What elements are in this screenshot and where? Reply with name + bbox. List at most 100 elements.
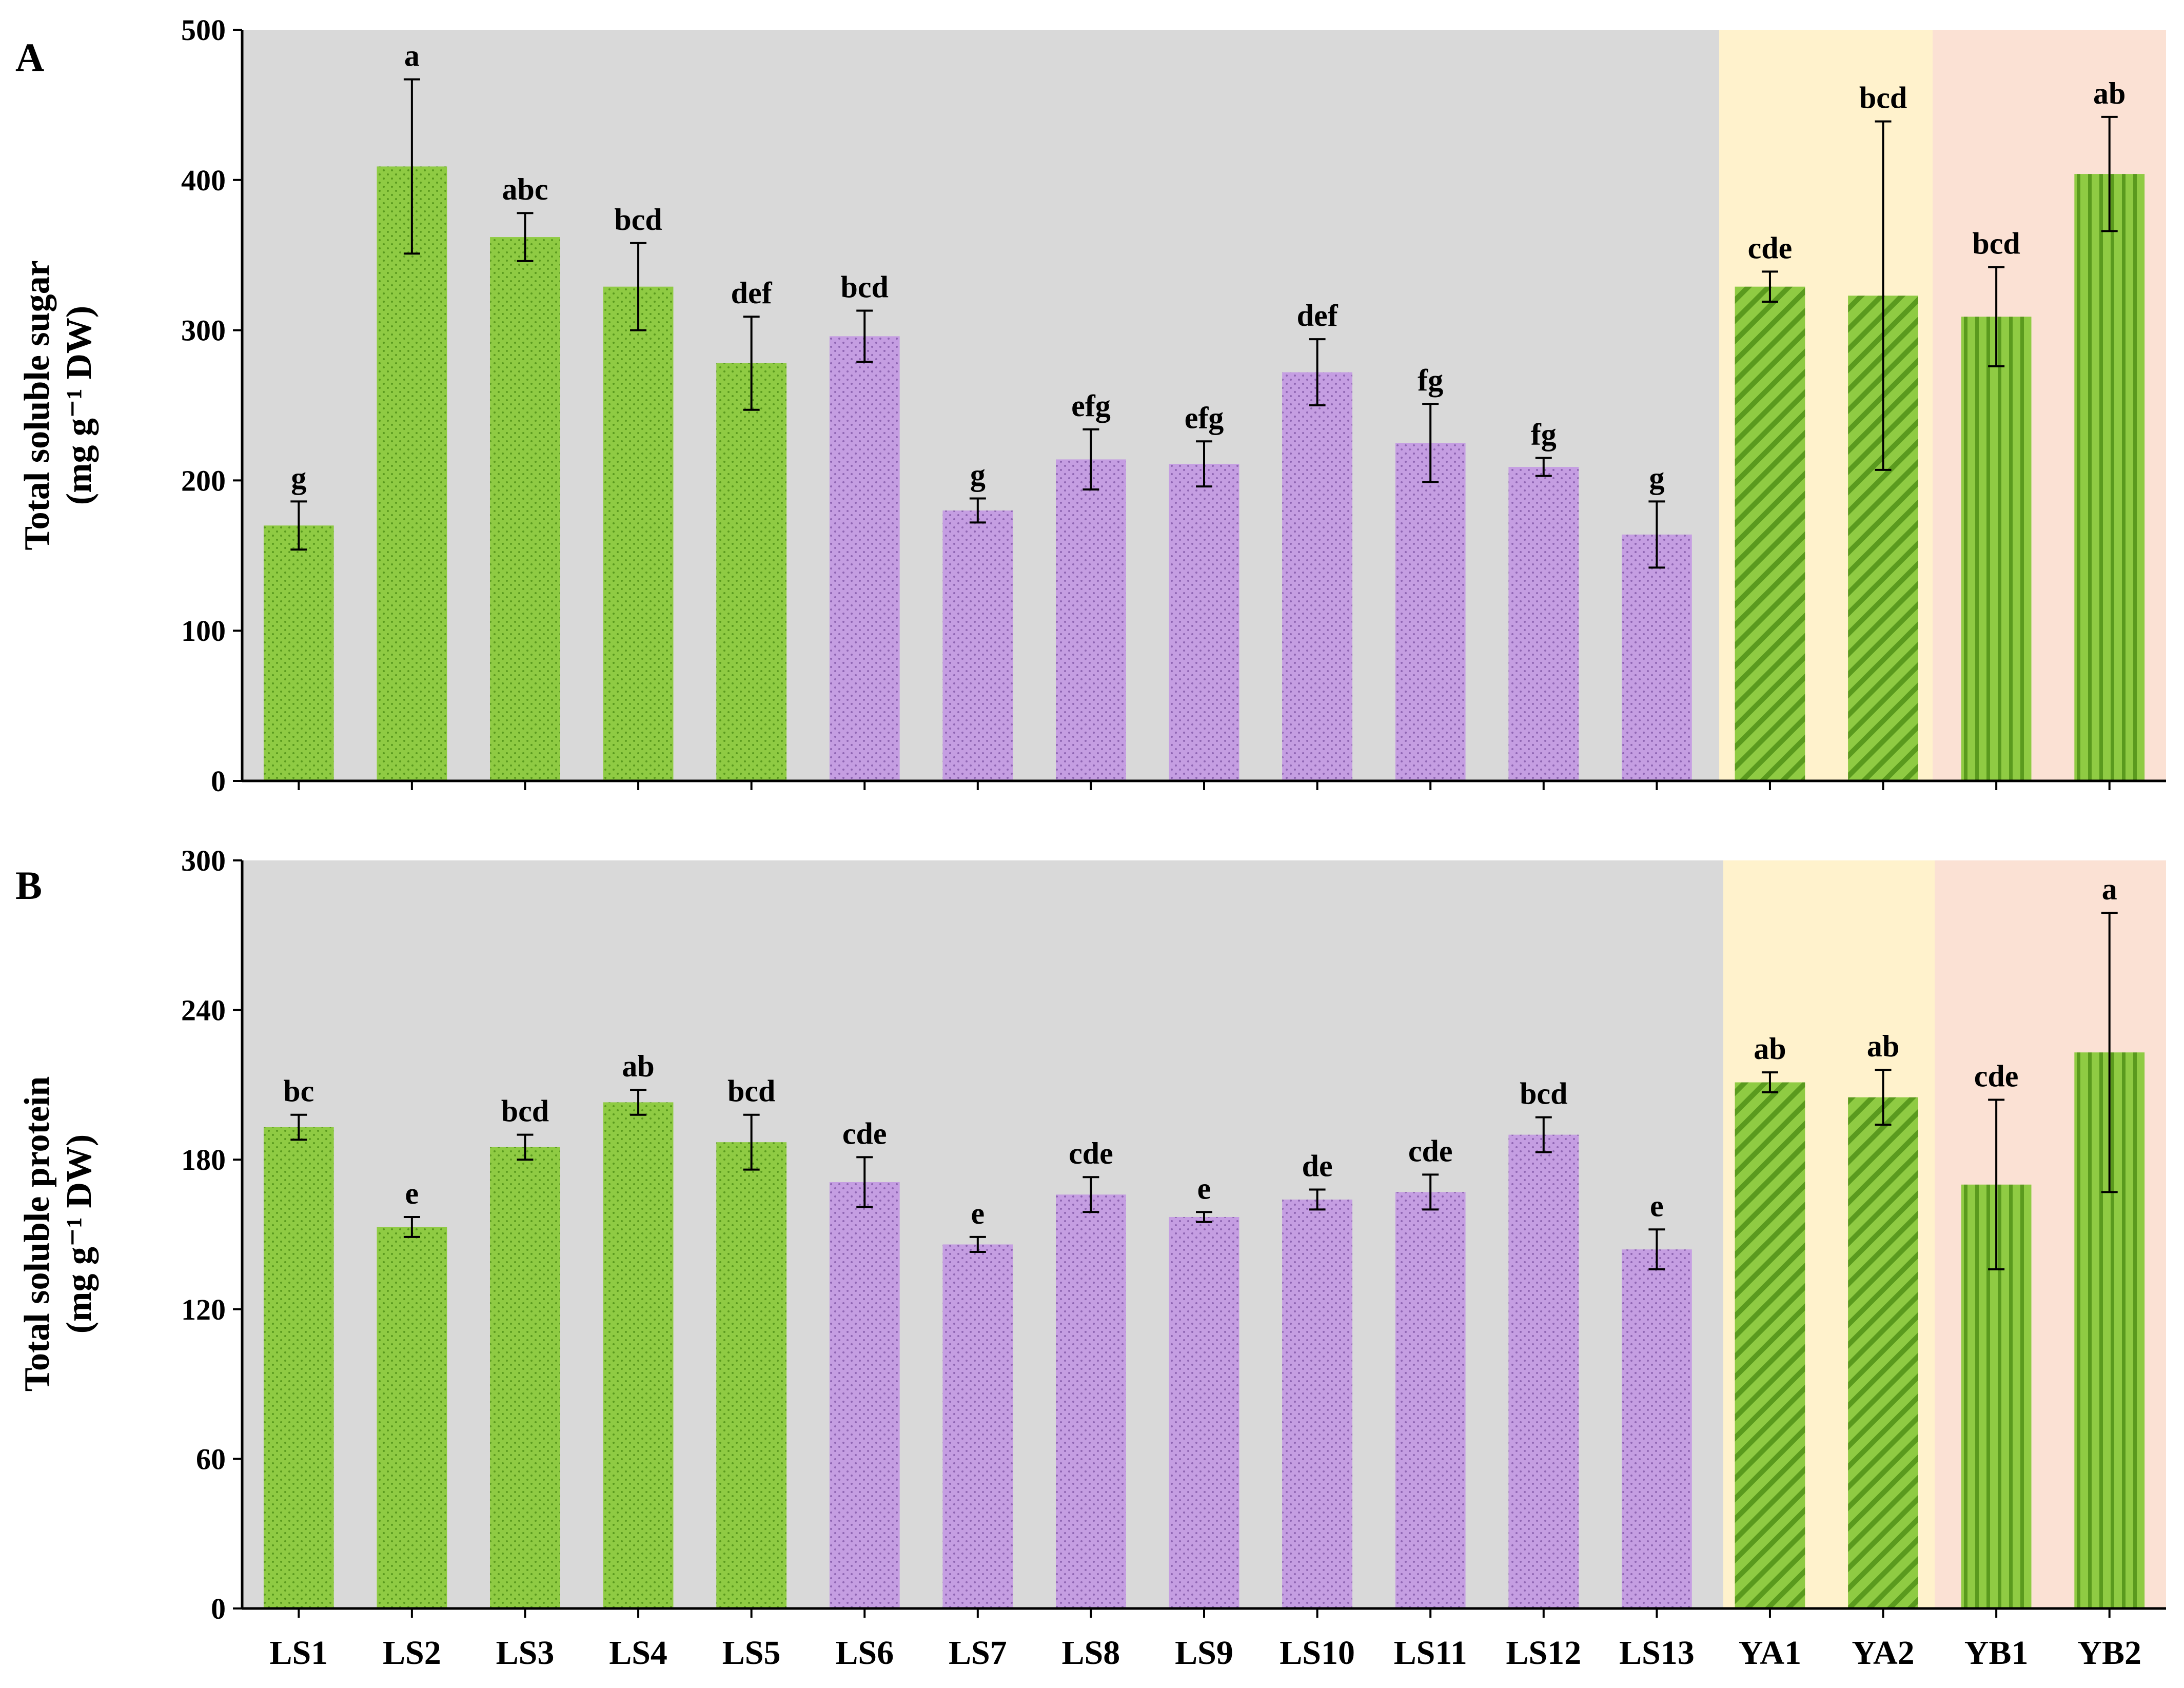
- bar-ls1: [263, 1127, 334, 1608]
- bar-ls7: [942, 510, 1013, 781]
- bar-ls1: [263, 525, 334, 781]
- y-tick-label: 400: [181, 164, 226, 197]
- x-tick-label: YA2: [1852, 1634, 1914, 1672]
- bar-ls5: [716, 363, 787, 781]
- bar-ls6: [829, 1182, 900, 1608]
- bar-ls4: [603, 1102, 674, 1608]
- significance-letter: def: [731, 276, 773, 310]
- bar-ya1: [1735, 1082, 1805, 1608]
- y-tick-label: 0: [211, 764, 226, 798]
- bar-ls12: [1508, 1134, 1579, 1608]
- y-tick-label: 100: [181, 614, 226, 647]
- x-tick-label: YB2: [2077, 1634, 2141, 1672]
- bar-ls12: [1508, 467, 1579, 781]
- significance-letter: fg: [1418, 363, 1443, 397]
- x-tick-label: LS3: [496, 1634, 555, 1672]
- significance-letter: bcd: [1859, 81, 1907, 115]
- bar-yb1: [1961, 317, 2032, 781]
- x-tick-label: YA1: [1739, 1634, 1801, 1672]
- significance-letter: a: [2102, 872, 2117, 906]
- x-tick-label: LS2: [383, 1634, 441, 1672]
- bar-ls2: [377, 1227, 447, 1608]
- significance-letter: bcd: [1520, 1077, 1567, 1111]
- bar-ls5: [716, 1142, 787, 1608]
- significance-letter: e: [405, 1176, 419, 1210]
- bar-ya1: [1735, 286, 1805, 781]
- significance-letter: cde: [1069, 1136, 1113, 1170]
- significance-letter: e: [1650, 1189, 1664, 1223]
- significance-letter: ab: [2093, 76, 2126, 110]
- y-tick-label: 0: [211, 1592, 226, 1625]
- x-tick-label: YB1: [1964, 1634, 2029, 1672]
- significance-letter: fg: [1531, 417, 1557, 451]
- x-tick-label: LS11: [1394, 1634, 1467, 1672]
- y-tick-label: 200: [181, 464, 226, 497]
- x-tick-label: LS1: [269, 1634, 328, 1672]
- y-tick-label: 180: [181, 1143, 226, 1176]
- y-tick-label: 120: [181, 1293, 226, 1326]
- bar-ls11: [1395, 443, 1466, 781]
- panel-label: B: [15, 863, 42, 908]
- significance-letter: efg: [1071, 389, 1111, 423]
- x-tick-label: LS7: [949, 1634, 1007, 1672]
- bar-ls11: [1395, 1192, 1466, 1608]
- y-axis-label-line1: Total soluble sugar: [17, 260, 57, 550]
- significance-letter: g: [1649, 461, 1664, 495]
- bar-ls4: [603, 286, 674, 781]
- significance-letter: ab: [1867, 1029, 1899, 1063]
- y-tick-label: 240: [181, 994, 226, 1027]
- significance-letter: bcd: [1972, 227, 2020, 261]
- bar-ls3: [490, 1147, 560, 1608]
- y-tick-label: 500: [181, 13, 226, 47]
- significance-letter: e: [971, 1196, 985, 1230]
- x-tick-label: LS13: [1619, 1634, 1695, 1672]
- bar-ls3: [490, 237, 560, 781]
- significance-letter: cde: [1748, 231, 1793, 265]
- y-axis-label-line2: (mg g⁻¹ DW): [60, 306, 99, 505]
- bar-ls6: [829, 336, 900, 781]
- bar-ls2: [377, 166, 447, 781]
- y-axis-label-line1: Total soluble protein: [17, 1076, 57, 1392]
- significance-letter: g: [970, 458, 986, 492]
- significance-letter: cde: [1974, 1059, 2019, 1093]
- significance-letter: bcd: [614, 203, 662, 237]
- significance-letter: g: [291, 461, 306, 495]
- x-tick-label: LS4: [609, 1634, 667, 1672]
- significance-letter: a: [404, 39, 420, 73]
- panel-label: A: [15, 35, 44, 80]
- bar-ls10: [1282, 372, 1352, 781]
- significance-letter: bcd: [841, 270, 889, 304]
- y-axis-label-line2: (mg g⁻¹ DW): [60, 1134, 99, 1333]
- x-tick-label: LS8: [1062, 1634, 1120, 1672]
- bar-ls13: [1621, 1249, 1692, 1608]
- significance-letter: def: [1297, 299, 1339, 332]
- panel-b-protein-chart: 0 60 120 180 240 300 bc LS1 e LS2 bcd LS3 ab LS4 bcd LS…: [15, 844, 2166, 1672]
- bar-ls8: [1056, 459, 1126, 781]
- significance-letter: bc: [283, 1074, 314, 1108]
- x-tick-label: LS12: [1506, 1634, 1581, 1672]
- bar-ya2: [1848, 1097, 1918, 1608]
- bar-yb2: [2074, 174, 2145, 781]
- x-tick-label: LS10: [1280, 1634, 1355, 1672]
- bar-ls9: [1169, 464, 1239, 781]
- significance-letter: abc: [502, 172, 548, 206]
- significance-letter: ab: [622, 1049, 654, 1083]
- significance-letter: bcd: [727, 1074, 775, 1108]
- x-tick-label: LS9: [1175, 1634, 1233, 1672]
- significance-letter: ab: [1754, 1032, 1786, 1066]
- bar-ls13: [1621, 534, 1692, 781]
- panel-a-sugar-chart: 0 100 200 300 400 500 g a abc bcd def bcd g efg efg def…: [15, 13, 2166, 798]
- significance-letter: efg: [1185, 401, 1224, 435]
- y-axis-label: Total soluble protein(mg g⁻¹ DW): [17, 1076, 99, 1392]
- significance-letter: cde: [1408, 1134, 1453, 1168]
- y-tick-label: 60: [196, 1442, 226, 1476]
- x-tick-label: LS5: [722, 1634, 781, 1672]
- significance-letter: e: [1197, 1171, 1211, 1205]
- significance-letter: bcd: [501, 1094, 549, 1128]
- bar-ls7: [942, 1244, 1013, 1608]
- bar-ls8: [1056, 1194, 1126, 1608]
- significance-letter: de: [1302, 1149, 1333, 1183]
- bar-ls9: [1169, 1216, 1239, 1608]
- y-tick-label: 300: [181, 314, 226, 347]
- x-tick-label: LS6: [835, 1634, 894, 1672]
